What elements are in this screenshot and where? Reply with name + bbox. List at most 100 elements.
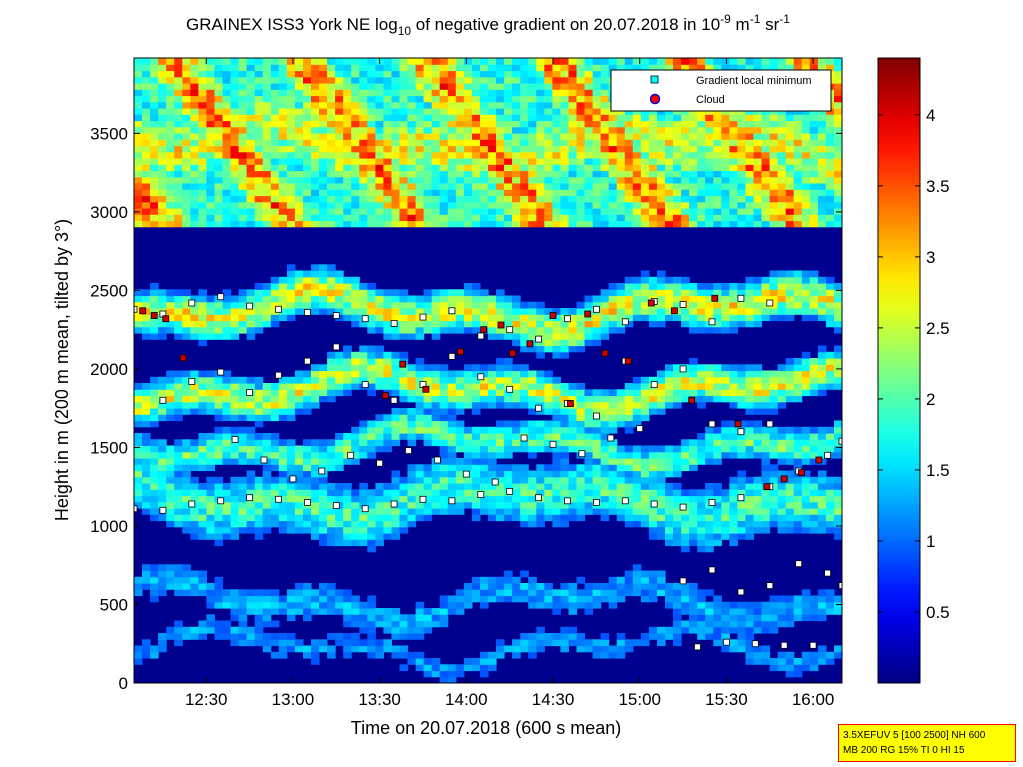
heat-cell [705,545,714,553]
heat-cell [142,420,151,428]
heat-cell [343,151,352,159]
heat-cell [150,320,159,328]
heat-cell [431,670,441,678]
heat-cell [327,376,336,384]
heat-cell [657,451,666,459]
heat-cell [455,445,465,453]
heat-cell [568,501,578,509]
heat-cell [544,333,553,340]
heat-cell [640,214,650,222]
heat-cell [206,189,215,197]
heat-cell [367,220,376,228]
heat-cell [222,214,232,222]
heat-cell [343,358,352,365]
heat-cell [150,476,159,484]
heat-cell [729,58,738,65]
heat-cell [439,445,449,453]
heat-cell [705,126,714,134]
heat-cell [335,220,344,228]
heat-cell [399,145,409,153]
heat-cell [383,108,392,115]
heat-cell [367,314,376,322]
heat-cell [471,114,481,122]
heat-cell [190,583,199,590]
heat-cell [745,383,755,390]
heat-cell [737,201,746,209]
heat-cell [214,414,224,422]
heat-cell [303,158,312,165]
heat-cell [391,83,401,90]
heat-cell [407,614,417,622]
heat-cell [624,295,634,303]
heat-cell [753,151,763,159]
heat-cell [230,164,240,172]
heat-cell [745,658,755,665]
heat-cell [592,333,602,340]
heat-cell [343,120,352,128]
heat-cell [520,76,529,84]
heat-cell [246,426,256,434]
heat-cell [254,595,264,603]
heat-cell [351,276,360,284]
heat-cell [278,595,288,603]
heat-cell [560,345,569,353]
heat-cell [681,151,690,159]
heat-cell [729,620,738,628]
heat-cell [343,220,352,228]
heat-cell [713,520,722,528]
heat-cell [158,189,167,197]
heat-cell [737,445,746,453]
heat-cell [206,614,215,622]
heat-cell [415,651,425,659]
heat-cell [319,158,328,165]
heat-cell [713,451,722,459]
heat-cell [552,608,561,615]
heat-cell [166,508,175,515]
heat-cell [520,208,529,215]
heat-cell [600,114,610,122]
heat-cell [455,495,465,503]
heat-cell [214,601,224,609]
heat-cell [624,176,634,184]
heat-cell [327,164,336,172]
heat-cell [359,170,368,178]
heat-cell [471,364,481,372]
heat-cell [294,445,304,453]
heat-cell [198,626,207,634]
heat-cell [407,151,417,159]
heat-cell [697,545,706,553]
heat-cell [335,76,344,84]
heat-cell [689,58,698,65]
heat-cell [504,101,513,109]
heat-cell [673,176,682,184]
heat-cell [729,183,738,190]
heat-cell [270,520,280,528]
heat-cell [592,114,602,122]
heat-cell [190,314,199,322]
heat-cell [616,208,626,215]
heat-cell [367,183,376,190]
heat-cell [262,608,272,615]
heat-cell [455,426,465,434]
heat-cell [303,395,312,403]
heat-cell [512,133,521,140]
heat-cell [528,126,537,134]
heat-cell [174,401,183,409]
heat-cell [262,314,272,322]
heat-cell [359,214,368,222]
heat-cell [536,301,545,309]
heat-cell [294,89,304,97]
heat-cell [520,126,529,134]
heat-cell [632,308,642,315]
heat-cell [512,589,521,597]
heat-cell [689,520,698,528]
heat-cell [624,464,634,472]
heat-cell [753,145,763,153]
heat-cell [689,158,698,165]
heat-cell [286,89,296,97]
heat-cell [689,201,698,209]
heat-cell [391,533,401,540]
heat-cell [166,495,175,503]
heat-cell [520,501,529,509]
heat-cell [721,176,730,184]
